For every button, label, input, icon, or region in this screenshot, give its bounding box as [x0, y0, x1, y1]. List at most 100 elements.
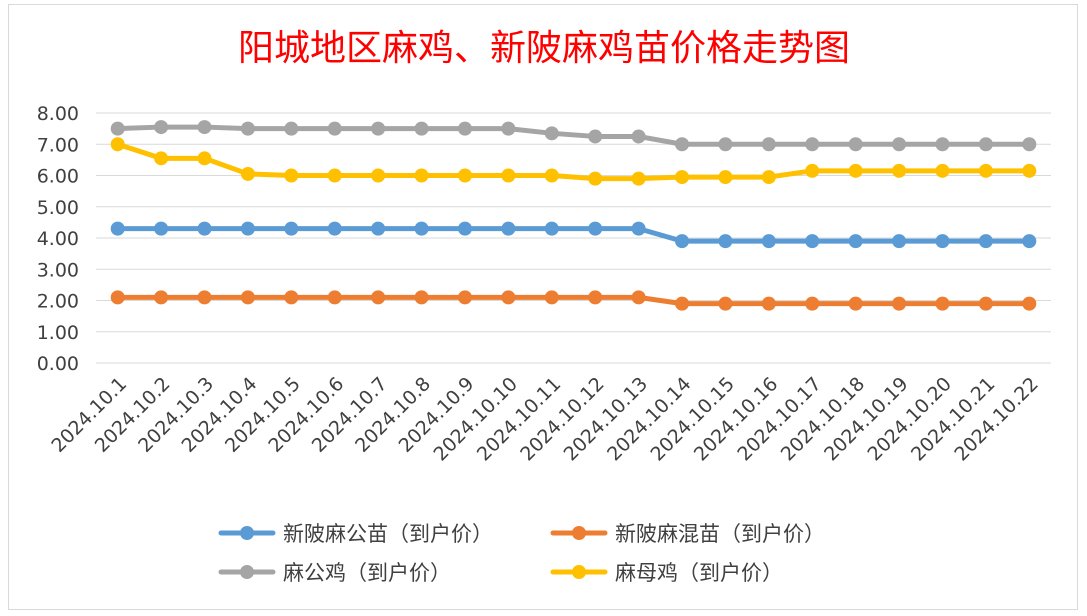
data-point [240, 166, 255, 181]
data-point [457, 168, 472, 183]
series-2 [110, 290, 1037, 311]
data-point [805, 296, 820, 311]
data-point [110, 121, 125, 136]
data-point [544, 290, 559, 305]
data-point [240, 221, 255, 236]
y-tick-label: 4.00 [37, 228, 79, 250]
data-point [805, 163, 820, 178]
data-point [848, 296, 863, 311]
series-line [115, 294, 1032, 307]
data-point [631, 290, 646, 305]
legend-item: 麻母鸡（到户价） [550, 561, 783, 585]
y-tick-label: 1.00 [37, 322, 79, 344]
data-point [1022, 137, 1037, 152]
data-point [675, 170, 690, 185]
legend-label: 新陂麻公苗（到户价） [283, 522, 493, 546]
data-point [978, 137, 993, 152]
data-point [154, 221, 169, 236]
data-point [284, 121, 299, 136]
data-point [588, 171, 603, 186]
data-point [848, 137, 863, 152]
data-point [240, 121, 255, 136]
series-line [115, 226, 1032, 244]
data-point [501, 168, 516, 183]
data-point [371, 221, 386, 236]
y-axis-ticks: 0.00 1.00 2.00 3.00 4.00 5.00 6.00 7.00 8.00 [37, 103, 79, 375]
data-point [110, 290, 125, 305]
data-point [414, 290, 429, 305]
data-point [978, 163, 993, 178]
data-point [284, 221, 299, 236]
y-tick-label: 0.00 [37, 353, 79, 375]
data-point [718, 170, 733, 185]
data-point [457, 290, 472, 305]
data-point [761, 296, 776, 311]
data-point [761, 137, 776, 152]
data-point [935, 163, 950, 178]
data-point [892, 234, 907, 249]
y-tick-label: 2.00 [37, 291, 79, 313]
data-point [414, 168, 429, 183]
data-point [631, 221, 646, 236]
legend-item: 新陂麻混苗（到户价） [550, 522, 825, 546]
series-1 [110, 221, 1037, 249]
data-point [761, 170, 776, 185]
legend-swatch-marker [572, 565, 586, 579]
data-point [414, 121, 429, 136]
data-point [892, 296, 907, 311]
data-point [544, 126, 559, 141]
x-axis-ticks: 2024.10.12024.10.22024.10.32024.10.42024… [47, 373, 1043, 465]
data-point [848, 234, 863, 249]
data-point [110, 221, 125, 236]
data-point [501, 290, 516, 305]
legend: 新陂麻公苗（到户价） 新陂麻混苗（到户价） 麻公鸡（到户价） 麻母鸡（到户价） [218, 522, 825, 585]
data-point [544, 168, 559, 183]
data-point [154, 151, 169, 166]
data-point [457, 121, 472, 136]
data-point [588, 129, 603, 144]
data-point [935, 296, 950, 311]
data-point [197, 151, 212, 166]
data-point [110, 137, 125, 152]
data-point [718, 137, 733, 152]
data-point [501, 121, 516, 136]
data-point [327, 168, 342, 183]
data-point [978, 234, 993, 249]
data-point [848, 163, 863, 178]
data-point [327, 221, 342, 236]
y-tick-label: 7.00 [37, 134, 79, 156]
data-point [978, 296, 993, 311]
gridlines [96, 112, 1051, 364]
series-line [115, 124, 1032, 147]
data-point [1022, 234, 1037, 249]
data-point [197, 221, 212, 236]
legend-item: 新陂麻公苗（到户价） [218, 522, 493, 546]
legend-swatch-marker [572, 526, 586, 540]
data-point [675, 234, 690, 249]
legend-swatch-marker [240, 526, 254, 540]
data-point [457, 221, 472, 236]
data-point [197, 120, 212, 135]
data-point [935, 234, 950, 249]
data-point [154, 120, 169, 135]
data-point [371, 290, 386, 305]
line-chart: 阳城地区麻鸡、新陂麻鸡苗价格走势图 0.00 1.00 2.00 3.00 4.00 5.… [37, 28, 1051, 585]
data-point [414, 221, 429, 236]
legend-label: 新陂麻混苗（到户价） [615, 522, 825, 546]
data-point [240, 290, 255, 305]
legend-swatch-marker [240, 565, 254, 579]
data-point [675, 137, 690, 152]
data-point [805, 137, 820, 152]
data-point [327, 121, 342, 136]
chart-frame: 阳城地区麻鸡、新陂麻鸡苗价格走势图 0.00 1.00 2.00 3.00 4.00 5.… [8, 4, 1078, 610]
data-point [761, 234, 776, 249]
series-4 [110, 137, 1037, 186]
data-point [588, 221, 603, 236]
data-point [892, 163, 907, 178]
legend-label: 麻母鸡（到户价） [615, 561, 783, 585]
data-point [588, 290, 603, 305]
data-point [935, 137, 950, 152]
y-tick-label: 6.00 [37, 166, 79, 188]
data-point [544, 221, 559, 236]
data-point [197, 290, 212, 305]
